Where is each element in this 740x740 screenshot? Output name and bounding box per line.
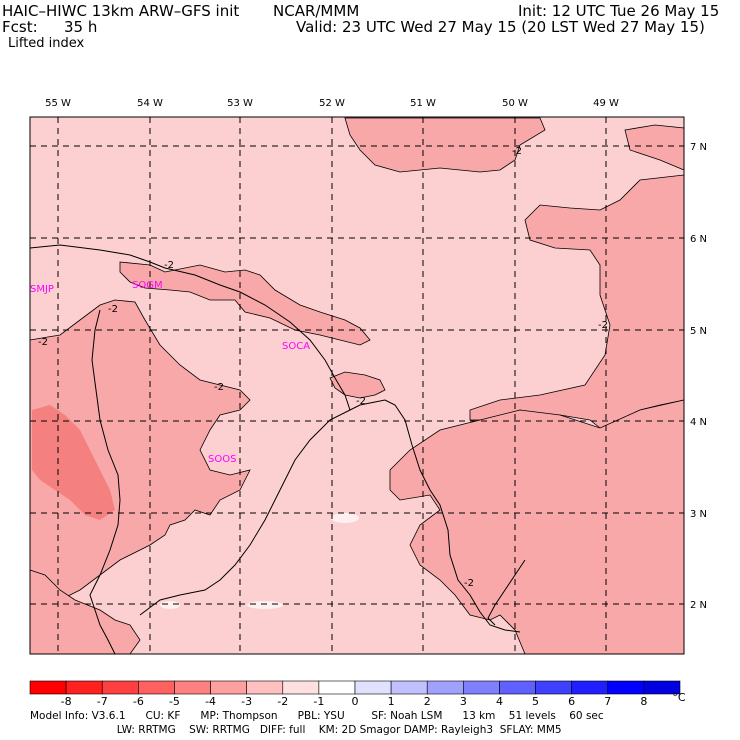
colorbar-tick-label: 5 xyxy=(532,695,540,708)
colorbar-swatch xyxy=(138,680,175,695)
colorbar-swatch xyxy=(426,680,464,695)
colorbar-swatch xyxy=(463,680,500,695)
lat-label-6n: 6 N xyxy=(690,234,707,245)
contour-label: -2 xyxy=(598,320,608,331)
lon-label-52w: 52 W xyxy=(319,98,345,109)
contour-label: -2 xyxy=(512,146,522,157)
colorbar-tick-label: 3 xyxy=(459,695,467,708)
region-west xyxy=(29,299,251,616)
contour-label: -2 xyxy=(38,337,48,348)
colorbar-tick-label: 1 xyxy=(387,695,395,708)
colorbar-swatch xyxy=(29,680,67,695)
colorbar-tick-label: -3 xyxy=(241,695,253,708)
contour-label: -2 xyxy=(214,382,224,393)
lat-label-2n: 2 N xyxy=(690,600,707,611)
lat-label-5n: 5 N xyxy=(690,326,707,337)
colorbar-swatch xyxy=(210,680,247,695)
init-time: Init: 12 UTC Tue 26 May 15 xyxy=(518,2,720,20)
light-patch-3 xyxy=(160,601,180,609)
colorbar-swatch xyxy=(246,680,284,695)
station-sogm: SOGM xyxy=(132,280,163,291)
colorbar-swatch xyxy=(607,680,645,695)
deep-shaded-regions xyxy=(32,405,115,520)
colorbar-swatch xyxy=(101,680,139,695)
colorbar-tick-label: 2 xyxy=(423,695,431,708)
lon-label-53w: 53 W xyxy=(227,98,253,109)
colorbar-tick-label: 7 xyxy=(604,695,612,708)
colorbar-swatch xyxy=(65,680,103,695)
border-east xyxy=(487,559,526,626)
lon-label-51w: 51 W xyxy=(410,98,436,109)
colorbar-swatch xyxy=(499,680,536,695)
lat-label-4n: 4 N xyxy=(690,417,707,428)
colorbar-tick-label: -5 xyxy=(168,695,180,708)
colorbar-swatch xyxy=(571,680,609,695)
station-soca: SOCA xyxy=(282,341,310,352)
region-small-coast xyxy=(329,371,386,399)
colorbar-tick-label: -4 xyxy=(205,695,217,708)
lon-label-54w: 54 W xyxy=(137,98,163,109)
colorbar-tick-label: -7 xyxy=(96,695,108,708)
lon-label-50w: 50 W xyxy=(502,98,528,109)
field-name: Lifted index xyxy=(8,36,85,51)
contour-label: -2 xyxy=(356,396,366,407)
colorbar-unit: °C xyxy=(672,691,686,704)
colorbar-tick-label: -8 xyxy=(60,695,72,708)
lon-label-55w: 55 W xyxy=(45,98,71,109)
center-label: NCAR/MMM xyxy=(273,2,360,20)
lat-label-7n: 7 N xyxy=(690,142,707,153)
colorbar-swatch xyxy=(354,680,392,695)
colorbar xyxy=(29,680,681,695)
map-frame xyxy=(29,116,685,655)
station-soos: SOOS xyxy=(208,454,236,465)
colorbar-swatch xyxy=(282,680,320,695)
model-info-line1: Model Info: V3.6.1 CU: KF MP: Thompson P… xyxy=(30,710,604,722)
lat-label-3n: 3 N xyxy=(690,509,707,520)
region-north xyxy=(344,117,546,173)
colorbar-swatch xyxy=(643,680,681,695)
colorbar-tick-label: 8 xyxy=(640,695,648,708)
station-smjp: SMJP xyxy=(30,284,54,295)
shaded-regions xyxy=(29,117,685,655)
colorbar-swatch xyxy=(390,680,428,695)
region-darkest-west xyxy=(32,405,115,520)
model-title: HAIC–HIWC 13km ARW–GFS init xyxy=(2,2,240,20)
coast-north xyxy=(29,244,521,633)
light-patch-1 xyxy=(331,513,359,523)
colorbar-tick-label: -6 xyxy=(132,695,144,708)
colorbar-swatch xyxy=(318,680,356,695)
region-coast-strip xyxy=(119,261,371,346)
colorbar-tick-label: 0 xyxy=(351,695,359,708)
valid-time: Valid: 23 UTC Wed 27 May 15 (20 LST Wed … xyxy=(296,18,705,36)
contour-label: -2 xyxy=(164,260,174,271)
model-info-line2: LW: RRTMG SW: RRTMG DIFF: full KM: 2D Sm… xyxy=(30,724,562,736)
colorbar-swatch xyxy=(535,680,572,695)
light-patch-2 xyxy=(247,601,283,609)
contour-label: -2 xyxy=(108,304,118,315)
colorbar-tick-label: -2 xyxy=(277,695,289,708)
contour-label: -2 xyxy=(464,578,474,589)
colorbar-tick-label: 6 xyxy=(568,695,576,708)
light-patches xyxy=(160,513,359,609)
forecast-label: Fcst: xyxy=(2,18,38,36)
colorbar-tick-label: -1 xyxy=(313,695,325,708)
region-southeast xyxy=(389,399,685,655)
colorbar-swatch xyxy=(174,680,211,695)
graticule xyxy=(30,117,684,654)
border-inner xyxy=(139,409,351,616)
lon-label-49w: 49 W xyxy=(593,98,619,109)
colorbar-tick-label: 4 xyxy=(495,695,503,708)
forecast-hour: 35 h xyxy=(64,18,98,36)
